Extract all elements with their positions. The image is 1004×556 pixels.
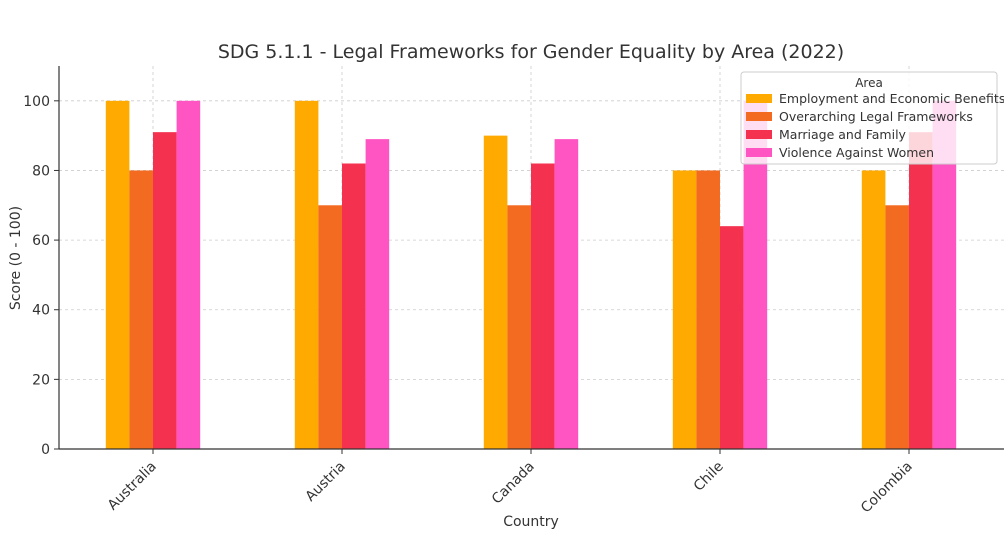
x-tick-label: Australia bbox=[105, 459, 160, 514]
bar bbox=[294, 100, 319, 450]
bar bbox=[342, 163, 366, 449]
bar bbox=[861, 170, 886, 450]
bar bbox=[105, 100, 130, 450]
bar bbox=[507, 205, 531, 449]
y-tick-label: 80 bbox=[32, 163, 50, 179]
y-tick-label: 100 bbox=[23, 94, 50, 110]
bar bbox=[932, 100, 957, 450]
bar bbox=[365, 139, 390, 450]
legend-entry: Employment and Economic Benefits bbox=[779, 91, 1004, 106]
legend-swatch bbox=[746, 94, 772, 103]
legend-box bbox=[740, 71, 998, 165]
x-tick-label: Chile bbox=[691, 459, 727, 495]
x-tick-label: Colombia bbox=[858, 459, 916, 517]
bar bbox=[672, 170, 697, 450]
y-tick-label: 0 bbox=[41, 442, 50, 458]
chart-title: SDG 5.1.1 - Legal Frameworks for Gender … bbox=[218, 41, 844, 63]
bar bbox=[153, 132, 177, 449]
legend-entry: Violence Against Women bbox=[779, 145, 934, 160]
bar bbox=[129, 170, 153, 450]
x-ticks: Australia Austria Canada Chile Colombia bbox=[105, 449, 916, 516]
bar bbox=[318, 205, 342, 449]
legend-swatch bbox=[746, 130, 772, 139]
y-tick-label: 60 bbox=[32, 233, 50, 249]
bar bbox=[554, 139, 579, 450]
bar bbox=[909, 132, 933, 449]
x-tick-label: Canada bbox=[489, 459, 538, 508]
legend-swatch bbox=[746, 148, 772, 157]
bar bbox=[743, 100, 768, 450]
bars bbox=[105, 100, 957, 450]
bar bbox=[720, 226, 744, 449]
x-tick-label: Austria bbox=[303, 459, 349, 505]
y-axis-label: Score (0 - 100) bbox=[8, 206, 24, 310]
bar bbox=[531, 163, 555, 449]
y-tick-label: 20 bbox=[32, 372, 50, 388]
bar bbox=[696, 170, 720, 450]
y-tick-label: 40 bbox=[32, 303, 50, 319]
legend-title: Area bbox=[855, 76, 883, 90]
y-ticks: 0 20 40 60 80 100 bbox=[23, 94, 59, 458]
legend-swatch bbox=[746, 112, 772, 121]
bar bbox=[176, 100, 201, 450]
legend-entry: Overarching Legal Frameworks bbox=[779, 109, 973, 124]
bar bbox=[885, 205, 909, 449]
bar bbox=[483, 135, 508, 450]
x-axis-label: Country bbox=[503, 514, 559, 530]
legend-entry: Marriage and Family bbox=[779, 127, 907, 142]
